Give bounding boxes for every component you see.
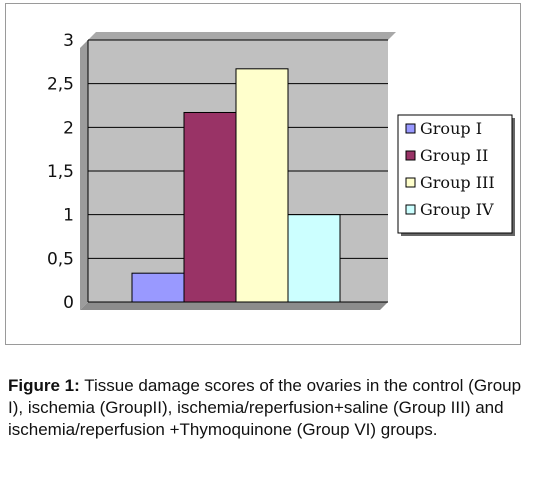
legend-entry: Group I xyxy=(420,119,482,138)
legend-entry: Group IV xyxy=(420,200,494,219)
bar xyxy=(235,68,289,303)
y-tick-label: 0 xyxy=(63,293,74,313)
plot-wall-top xyxy=(88,32,396,40)
bar xyxy=(183,111,237,303)
chart-panel: 0 0,5 1 1,5 2 2,5 3 Group I Group II Group III Gro… xyxy=(5,3,521,345)
legend-swatch xyxy=(405,123,416,134)
y-tick-label: 1,5 xyxy=(47,162,74,182)
y-tick-label: 1 xyxy=(63,206,74,226)
plot-floor xyxy=(80,302,388,310)
bar-chart: 0 0,5 1 1,5 2 2,5 3 Group I Group II Group III Gro… xyxy=(47,31,515,313)
plot-wall-side xyxy=(80,40,88,310)
y-tick-label: 0,5 xyxy=(47,249,74,269)
caption-text: Tissue damage scores of the ovaries in t… xyxy=(8,376,522,439)
y-tick-label: 3 xyxy=(63,31,74,51)
legend-swatch xyxy=(405,177,416,188)
legend-swatch xyxy=(405,150,416,161)
y-tick-label: 2,5 xyxy=(47,75,74,95)
legend-entry: Group II xyxy=(420,146,488,165)
legend-box xyxy=(397,114,513,234)
caption-label: Figure 1: xyxy=(8,376,80,395)
figure-caption: Figure 1: Tissue damage scores of the ov… xyxy=(8,375,528,441)
bar xyxy=(287,214,341,303)
legend-entry: Group III xyxy=(420,173,495,192)
legend-swatch xyxy=(405,204,416,215)
bar xyxy=(131,272,185,303)
y-tick-label: 2 xyxy=(63,118,74,138)
